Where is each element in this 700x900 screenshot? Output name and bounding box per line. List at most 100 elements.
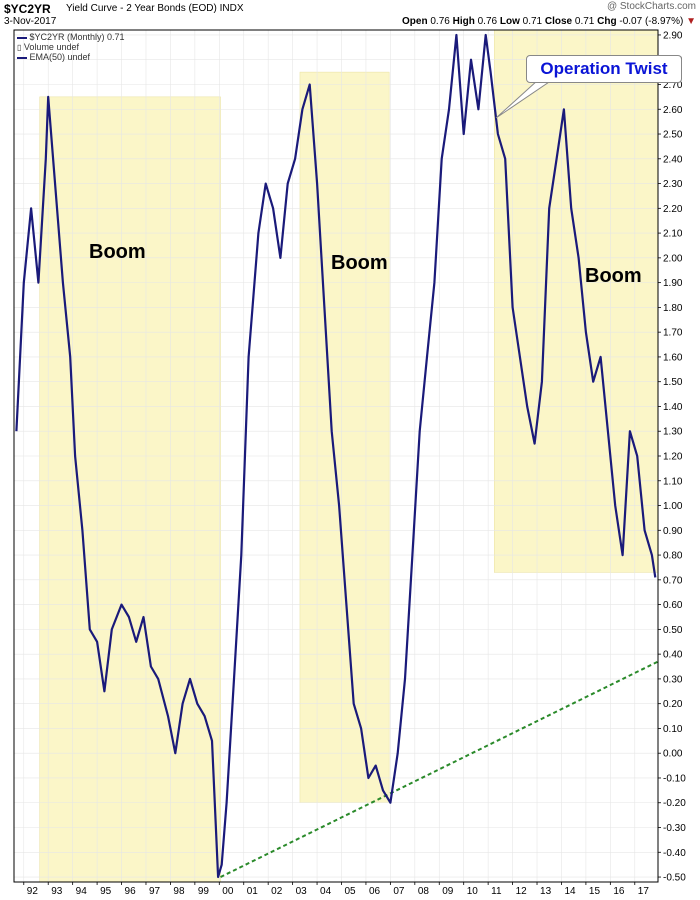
- y-tick-label: 0.80: [663, 551, 683, 562]
- y-tick-label: 0.90: [663, 526, 683, 537]
- y-tick-label: 2.50: [663, 130, 683, 141]
- y-tick-label: 1.00: [663, 501, 683, 512]
- low-label: Low: [499, 16, 520, 27]
- open-value: 0.76: [430, 16, 450, 27]
- y-tick-label: 2.30: [663, 179, 683, 190]
- x-tick-label: 00: [222, 886, 234, 897]
- y-tick-label: 0.30: [663, 674, 683, 685]
- y-tick-label: 0.50: [663, 625, 683, 636]
- x-tick-label: 05: [344, 886, 356, 897]
- legend-ema: EMA(50) undef: [17, 52, 90, 62]
- line-swatch-icon: [17, 56, 27, 59]
- boom-shading: [39, 29, 659, 883]
- exchange: INDX: [219, 3, 244, 14]
- x-tick-label: 06: [369, 886, 381, 897]
- y-tick-label: 1.60: [663, 352, 683, 363]
- x-tick-label: 97: [149, 886, 161, 897]
- x-tick-label: 12: [516, 886, 528, 897]
- symbol[interactable]: $YC2YR: [4, 2, 51, 16]
- x-tick-label: 92: [27, 886, 39, 897]
- y-tick-label: 2.00: [663, 253, 683, 264]
- y-tick-label: 0.20: [663, 699, 683, 710]
- high-value: 0.76: [477, 16, 498, 27]
- x-tick-label: 04: [320, 886, 332, 897]
- boom-label-3: Boom: [585, 265, 642, 287]
- series-yc2yr: [15, 33, 657, 879]
- y-tick-label: 0.40: [663, 650, 683, 661]
- description-text: Yield Curve - 2 Year Bonds (EOD): [66, 3, 217, 14]
- boom-region-3: [494, 29, 659, 573]
- x-tick-label: 08: [418, 886, 430, 897]
- y-tick-label: 1.30: [663, 427, 683, 438]
- bars-swatch-icon: ▯: [17, 43, 22, 52]
- boom-region-2: [299, 71, 390, 803]
- operation-twist-callout: Operation Twist: [526, 55, 682, 83]
- x-tick-label: 98: [173, 886, 185, 897]
- y-tick-label: 2.70: [663, 80, 683, 91]
- legend-price: $YC2YR (Monthly) 0.71: [17, 32, 125, 42]
- x-tick-label: 16: [613, 886, 625, 897]
- legend-price-label: $YC2YR (Monthly) 0.71: [29, 32, 125, 42]
- chart-header: $YC2YR Yield Curve - 2 Year Bonds (EOD) …: [0, 0, 700, 30]
- x-tick-label: 11: [491, 886, 502, 897]
- y-tick-label: 1.50: [663, 377, 683, 388]
- x-tick-label: 07: [393, 886, 405, 897]
- y-tick-label: 0.70: [663, 575, 683, 586]
- quote-bar: Open 0.76 High 0.76 Low 0.71 Close 0.71 …: [402, 16, 696, 27]
- x-tick-label: 14: [564, 886, 576, 897]
- x-tick-label: 10: [467, 886, 479, 897]
- y-tick-label: 2.60: [663, 105, 683, 116]
- y-tick-label: 0.60: [663, 600, 683, 611]
- y-tick-label: 1.40: [663, 402, 683, 413]
- y-tick-label: -0.20: [663, 798, 686, 809]
- close-value: 0.71: [574, 16, 595, 27]
- y-tick-label: -0.10: [663, 773, 686, 784]
- y-tick-label: 1.20: [663, 452, 683, 463]
- boom-label-2: Boom: [331, 252, 388, 274]
- y-tick-label: 2.90: [663, 30, 683, 41]
- description: Yield Curve - 2 Year Bonds (EOD) INDX: [66, 3, 244, 14]
- x-tick-label: 99: [198, 886, 210, 897]
- line-swatch-icon: [17, 36, 27, 39]
- date: 3-Nov-2017: [4, 16, 57, 27]
- y-tick-label: 2.40: [663, 154, 683, 165]
- watermark[interactable]: @ StockCharts.com: [606, 1, 696, 12]
- boom-region-1: [39, 96, 221, 883]
- chg-value: -0.07 (-8.97%): [619, 16, 684, 27]
- x-tick-label: 17: [638, 886, 650, 897]
- x-tick-label: 01: [247, 886, 259, 897]
- y-axis: -0.50 -0.40 -0.30 -0.20 -0.10 0.00 0.10 0.20 0.3…: [658, 30, 686, 884]
- x-tick-label: 02: [271, 886, 283, 897]
- x-tick-label: 96: [125, 886, 137, 897]
- x-tick-label: 94: [76, 886, 88, 897]
- low-value: 0.71: [522, 16, 543, 27]
- x-tick-label: 13: [540, 886, 552, 897]
- legend-volume-label: Volume undef: [23, 42, 79, 52]
- y-tick-label: 2.10: [663, 229, 683, 240]
- y-tick-label: -0.30: [663, 823, 686, 834]
- open-label: Open: [402, 16, 428, 27]
- x-tick-label: 03: [296, 886, 308, 897]
- x-tick-label: 95: [100, 886, 112, 897]
- close-label: Close: [544, 16, 573, 27]
- y-tick-label: 1.90: [663, 278, 683, 289]
- y-tick-label: -0.50: [663, 873, 686, 884]
- y-tick-label: 1.70: [663, 328, 683, 339]
- x-tick-label: 15: [589, 886, 601, 897]
- y-tick-label: -0.40: [663, 848, 686, 859]
- x-tick-label: 09: [442, 886, 454, 897]
- legend-volume: ▯ Volume undef: [17, 42, 79, 52]
- y-tick-label: 2.20: [663, 204, 683, 215]
- y-tick-label: 0.00: [663, 749, 683, 760]
- grid: [14, 30, 658, 882]
- support-trendline: [220, 660, 659, 878]
- chg-label: Chg: [597, 16, 617, 27]
- y-tick-label: 1.10: [663, 476, 683, 487]
- trendline: [220, 660, 659, 878]
- x-tick-label: 93: [51, 886, 63, 897]
- y-tick-label: 1.80: [663, 303, 683, 314]
- down-triangle-icon: ▼: [686, 16, 696, 27]
- high-label: High: [452, 16, 475, 27]
- price-line: [15, 33, 657, 879]
